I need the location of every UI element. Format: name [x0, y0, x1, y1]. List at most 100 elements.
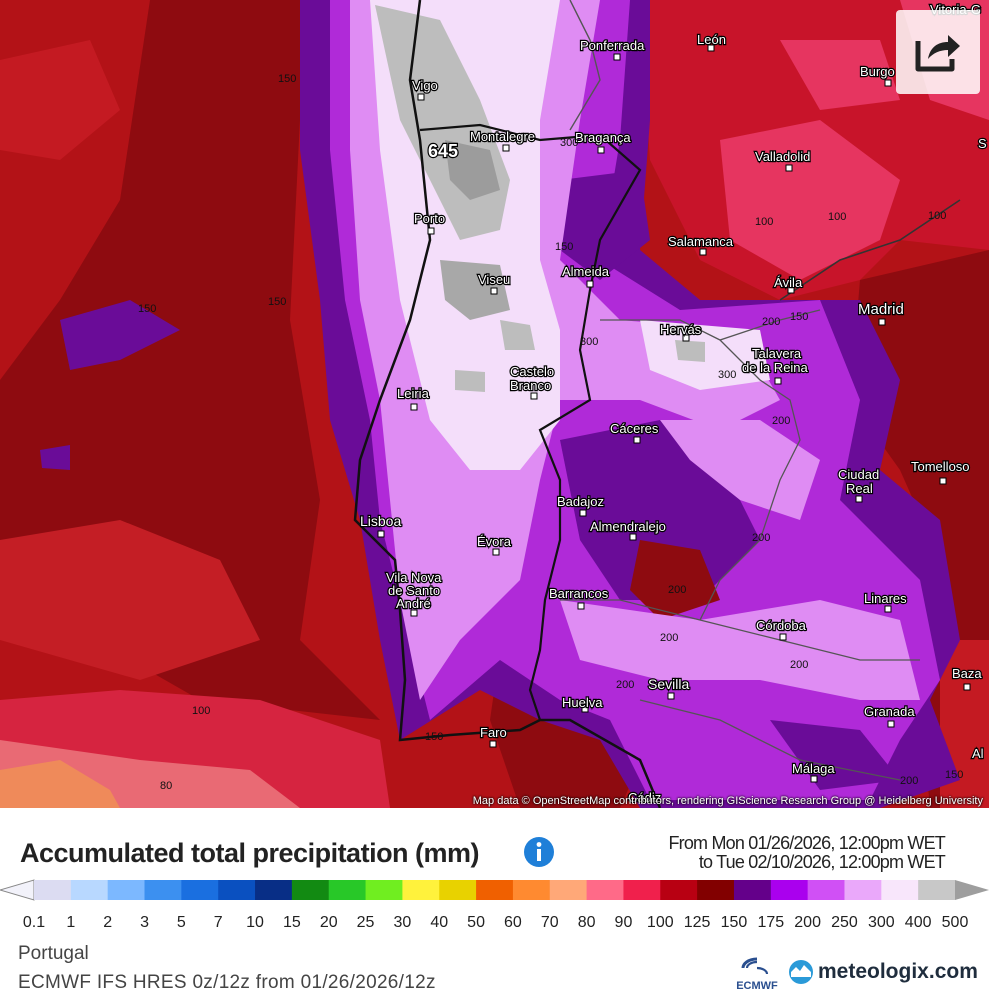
- contour-label: 200: [900, 775, 918, 787]
- city-almeida: Almeida: [562, 264, 610, 279]
- spain-pink: [720, 120, 900, 280]
- city-granada: Granada: [864, 704, 915, 719]
- legend-label: 400: [904, 914, 932, 931]
- legend-swatch: [586, 880, 624, 900]
- contour-label: 200: [660, 632, 678, 644]
- legend-swatch: [218, 880, 256, 900]
- legend-label: 175: [757, 914, 785, 931]
- chart-title: Accumulated total precipitation (mm): [20, 838, 480, 868]
- legend-footer: Accumulated total precipitation (mm) Fro…: [0, 808, 989, 998]
- purple-patch: [560, 170, 650, 280]
- legend-swatch: [476, 880, 514, 900]
- legend-label: 150: [720, 914, 748, 931]
- model-info: ECMWF IFS HRES 0z/12z from 01/26/2026/12…: [18, 972, 436, 993]
- grey-core: [455, 370, 485, 392]
- city-salamanca: Salamanca: [668, 234, 734, 249]
- map-attribution: Map data © OpenStreetMap contributors, r…: [472, 795, 983, 807]
- legend-label: 500: [941, 914, 969, 931]
- legend-label: 50: [467, 914, 485, 931]
- city-malaga: Málaga: [792, 761, 835, 776]
- legend-label: 40: [430, 914, 449, 931]
- contour-label: 150: [425, 731, 443, 743]
- legend-swatch: [623, 880, 661, 900]
- legend-swatch: [107, 880, 146, 900]
- max-value-label: 645: [428, 141, 458, 161]
- city-vilanova-line1: Vila Nova: [386, 570, 442, 585]
- legend-swatch: [34, 880, 72, 900]
- city-barrancos: Barrancos: [549, 586, 609, 601]
- map-canvas: Vigo Montalegre Bragança Ponferrada León…: [0, 0, 989, 808]
- legend-swatch: [697, 880, 735, 900]
- precipitation-map[interactable]: Vigo Montalegre Bragança Ponferrada León…: [0, 0, 989, 808]
- city-evora: Évora: [477, 534, 512, 549]
- city-cadiz: Cádiz: [628, 790, 661, 805]
- city-huelva: Huelva: [562, 695, 603, 710]
- city-edge-al: Al: [972, 746, 984, 761]
- legend-label: 20: [319, 914, 338, 931]
- city-badajoz: Badajoz: [557, 494, 604, 509]
- legend-label: 3: [140, 914, 149, 931]
- legend-swatch: [918, 880, 956, 900]
- red-core: [630, 540, 720, 620]
- legend-swatch: [365, 880, 403, 900]
- contour-label: 100: [928, 210, 946, 222]
- sea-patch: [0, 40, 120, 160]
- region-border: [569, 0, 601, 131]
- legend-label: 70: [540, 914, 559, 931]
- legend-label: 60: [504, 914, 522, 931]
- contour-label: 200: [668, 584, 686, 596]
- legend-swatch: [70, 880, 109, 900]
- ecmwf-text: ECMWF: [736, 980, 778, 992]
- city-tomelloso: Tomelloso: [911, 459, 970, 474]
- legend-label: 7: [213, 914, 223, 931]
- legend-swatch: [439, 880, 477, 900]
- color-scale-bar: [0, 879, 989, 901]
- contour-label: 200: [616, 679, 634, 691]
- contour-label: 200: [790, 659, 808, 671]
- city-faro: Faro: [480, 725, 507, 740]
- city-hervas: Hervás: [660, 322, 702, 337]
- contour-label: 100: [192, 705, 210, 717]
- city-cordoba: Córdoba: [756, 618, 807, 633]
- lilac-zone: [560, 600, 920, 700]
- contour-label: 150: [790, 311, 808, 323]
- contour-label: 100: [828, 211, 846, 223]
- city-talavera-line2: de la Reina: [742, 360, 809, 375]
- legend-label: 90: [614, 914, 633, 931]
- city-avila: Ávila: [774, 275, 803, 290]
- globe-icon: [789, 960, 813, 984]
- city-sevilla: Sevilla: [648, 676, 689, 692]
- contour-label: 200: [772, 415, 790, 427]
- city-vilanova-line3: André: [396, 596, 431, 611]
- legend-label: 2: [103, 914, 113, 931]
- contour-label: 150: [555, 241, 573, 253]
- city-lisboa: Lisboa: [360, 513, 401, 529]
- region-name: Portugal: [18, 943, 89, 964]
- legend-arrow-max: [955, 880, 989, 900]
- contour-label: 200: [752, 532, 770, 544]
- city-talavera-line1: Talavera: [752, 346, 802, 361]
- spain-pink: [780, 40, 900, 110]
- city-burgos: Burgo: [860, 64, 895, 79]
- info-icon[interactable]: [523, 836, 555, 868]
- contour-label: 300: [580, 336, 598, 348]
- city-ciudadreal-line1: Ciudad: [838, 467, 879, 482]
- share-button[interactable]: [896, 10, 980, 94]
- legend-label: 0.1: [22, 914, 46, 931]
- city-caceres: Cáceres: [610, 421, 659, 436]
- legend-label: 200: [794, 914, 821, 931]
- grey-core-dark: [445, 140, 500, 200]
- city-valladolid: Valladolid: [755, 149, 810, 164]
- legend-swatch: [807, 880, 845, 900]
- sea-orange: [0, 760, 120, 808]
- city-castelo-line2: Branco: [510, 378, 551, 393]
- legend-swatch: [770, 880, 809, 900]
- meteologix-logo[interactable]: meteologix.com: [788, 958, 978, 986]
- sea-purple-patch: [40, 445, 70, 470]
- brand-name: meteologix.com: [818, 960, 978, 983]
- city-vigo: Vigo: [412, 78, 438, 93]
- region-border: [779, 199, 961, 301]
- city-ciudadreal-line2: Real: [846, 481, 873, 496]
- city-edge-s: S: [978, 136, 987, 151]
- city-almendralejo: Almendralejo: [590, 519, 666, 534]
